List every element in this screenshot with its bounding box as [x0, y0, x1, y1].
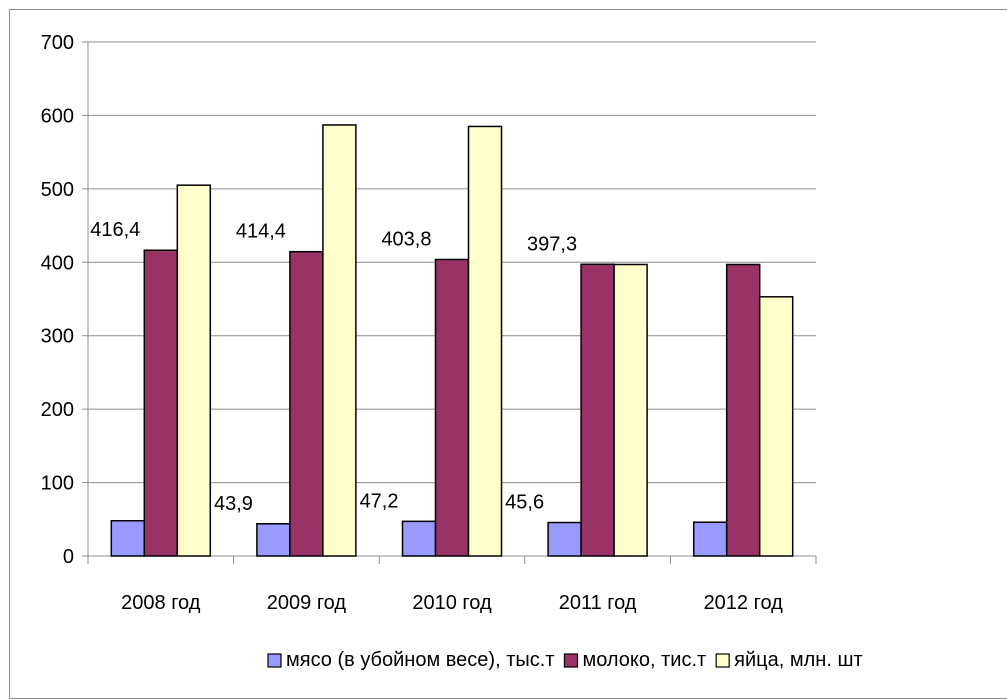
- bar: [434, 258, 470, 557]
- bars: [110, 124, 794, 557]
- x-tick-label: 2008 год: [121, 592, 201, 614]
- y-tick-label: 200: [41, 399, 74, 421]
- bar: [467, 125, 503, 557]
- data-label: 397,3: [527, 233, 577, 255]
- bar-chart: 0 100 200 300 400 500 600 700 2008 год 2009 год 20…: [41, 32, 863, 671]
- y-tick-label: 400: [41, 252, 74, 274]
- legend-label: мясо (в убойном весе), тыс.т: [286, 649, 554, 671]
- y-tick-label: 600: [41, 105, 74, 127]
- bar: [547, 521, 582, 557]
- data-label: 43,9: [214, 493, 253, 515]
- y-tick-label: 300: [41, 326, 74, 348]
- y-tick-label: 0: [63, 546, 74, 568]
- legend-label: яйца, млн. шт: [734, 649, 862, 671]
- bar: [256, 523, 291, 557]
- x-tick-label: 2011 год: [559, 592, 637, 614]
- axes: 0 100 200 300 400 500 600 700 2008 год 2009 год 20…: [41, 32, 817, 614]
- data-label: 403,8: [381, 228, 431, 250]
- y-tick-label: 500: [41, 179, 74, 201]
- x-tick-label: 2010 год: [412, 592, 492, 614]
- bar: [580, 263, 615, 557]
- legend-swatch: [563, 653, 579, 668]
- bar: [613, 263, 648, 557]
- bar: [143, 249, 179, 557]
- bar: [110, 520, 146, 557]
- y-tick-label: 700: [41, 32, 74, 54]
- data-label: 45,6: [505, 492, 544, 514]
- data-labels: 416,4 43,9 414,4 47,2 403,8 45,6 397,3: [90, 219, 577, 515]
- bar: [176, 184, 212, 557]
- data-label: 416,4: [90, 219, 140, 241]
- legend-label: молоко, тис.т: [582, 649, 706, 671]
- bar: [401, 520, 437, 557]
- legend-swatch: [715, 653, 730, 668]
- legend-swatch: [267, 653, 282, 668]
- bar: [758, 296, 794, 557]
- x-tick-label: 2009 год: [267, 592, 347, 614]
- legend: мясо (в убойном весе), тыс.т молоко, тис.…: [267, 649, 863, 671]
- bar: [725, 263, 761, 557]
- data-label: 414,4: [236, 221, 286, 243]
- y-tick-label: 100: [41, 473, 74, 495]
- bar: [289, 250, 324, 557]
- bar: [322, 124, 357, 557]
- x-tick-label: 2012 год: [704, 592, 784, 614]
- bar: [692, 521, 728, 557]
- data-label: 47,2: [360, 490, 399, 512]
